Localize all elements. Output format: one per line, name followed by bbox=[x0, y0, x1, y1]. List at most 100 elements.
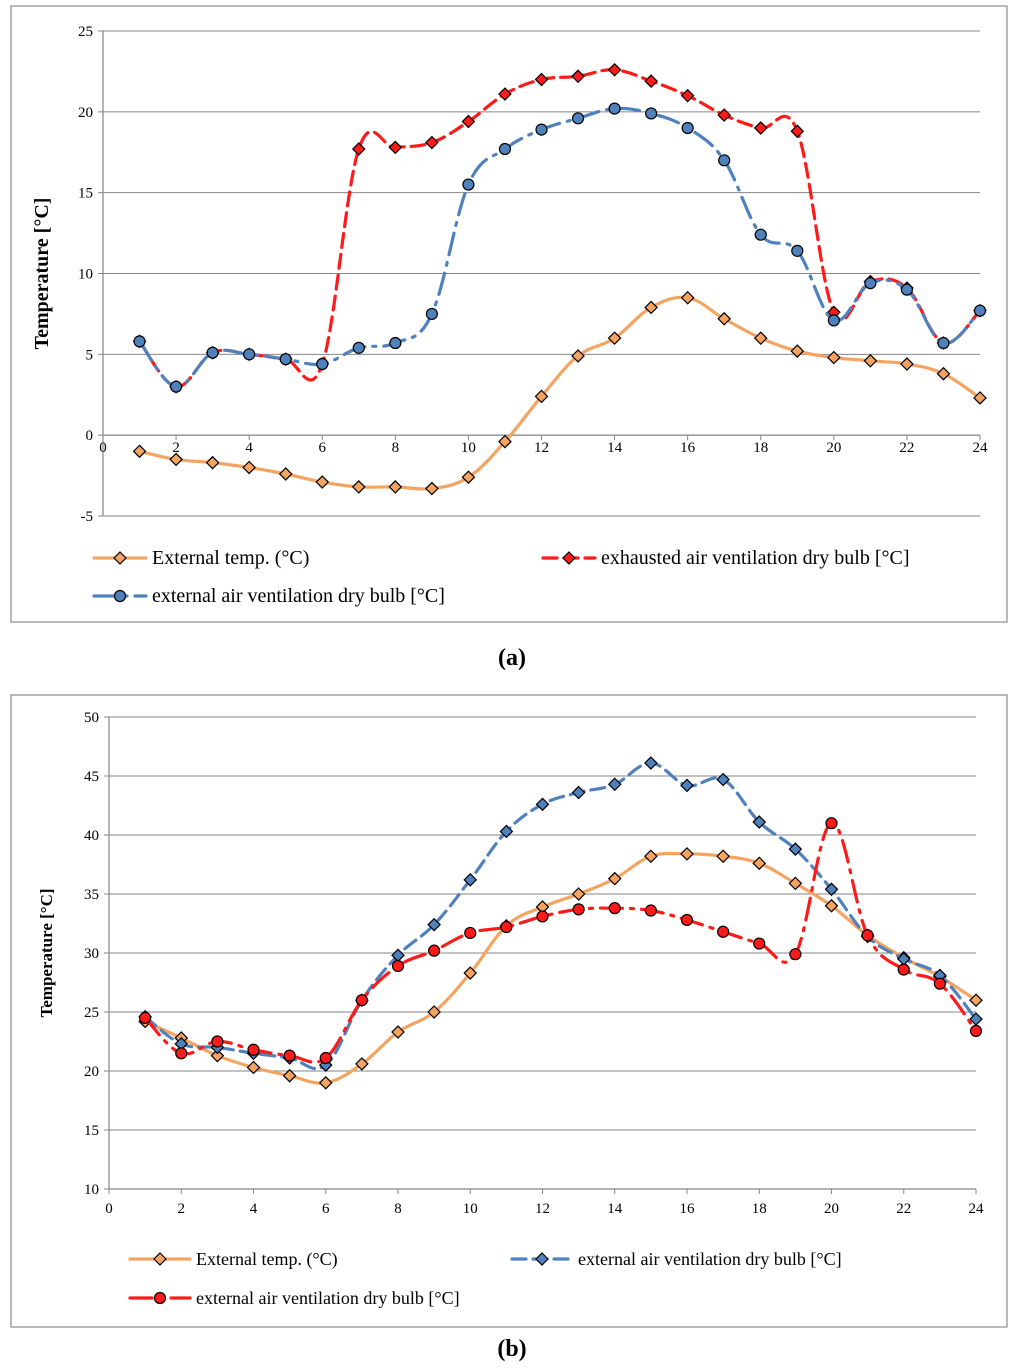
data-point bbox=[969, 993, 983, 1008]
data-point bbox=[316, 357, 329, 371]
y-tick-label: 50 bbox=[84, 710, 99, 726]
data-point bbox=[791, 244, 804, 257]
data-point bbox=[247, 1043, 260, 1056]
legend-entry: external air ventilation dry bulb [°C] bbox=[128, 1288, 460, 1308]
legend-marker bbox=[153, 1291, 167, 1305]
x-tick-label: 22 bbox=[896, 1201, 911, 1217]
data-point bbox=[175, 1047, 188, 1060]
data-point bbox=[352, 341, 365, 354]
data-point bbox=[500, 920, 513, 934]
data-point bbox=[243, 348, 256, 361]
data-point bbox=[753, 121, 768, 135]
data-point bbox=[571, 785, 586, 800]
legend-label: external air ventilation dry bulb [°C] bbox=[196, 1288, 460, 1308]
data-point bbox=[645, 107, 658, 120]
x-tick-label: 4 bbox=[245, 440, 253, 456]
data-point bbox=[536, 910, 549, 923]
data-point bbox=[824, 882, 839, 897]
data-point bbox=[463, 966, 478, 980]
data-point bbox=[461, 114, 476, 129]
legend-marker bbox=[153, 1252, 167, 1266]
data-point bbox=[790, 344, 805, 358]
data-point bbox=[716, 849, 730, 864]
data-point bbox=[861, 929, 874, 942]
data-point bbox=[752, 815, 767, 829]
x-tick-label: 16 bbox=[680, 1201, 696, 1217]
y-tick-label: 25 bbox=[84, 1005, 99, 1021]
legend-label: External temp. (°C) bbox=[196, 1249, 338, 1270]
data-point bbox=[319, 1051, 332, 1065]
data-point bbox=[169, 380, 183, 393]
data-point bbox=[607, 777, 622, 792]
data-point bbox=[534, 389, 549, 404]
legend-entry: external air ventilation dry bulb [°C] bbox=[92, 585, 445, 607]
x-tick-label: 24 bbox=[973, 440, 989, 456]
data-point bbox=[499, 824, 514, 839]
x-tick-label: 2 bbox=[172, 440, 180, 456]
data-point bbox=[278, 467, 293, 481]
data-point bbox=[464, 926, 477, 940]
x-tick-label: 12 bbox=[534, 440, 549, 456]
data-point bbox=[427, 917, 441, 932]
data-point bbox=[315, 475, 330, 489]
chart-frame bbox=[10, 5, 1008, 623]
data-point bbox=[463, 872, 478, 887]
series-3 bbox=[133, 102, 987, 393]
y-tick-label: 5 bbox=[86, 347, 94, 363]
data-point bbox=[242, 460, 257, 475]
data-point bbox=[425, 135, 439, 150]
data-point bbox=[825, 817, 838, 830]
data-point bbox=[206, 346, 219, 359]
data-point bbox=[607, 62, 622, 77]
data-point bbox=[608, 102, 621, 115]
data-point bbox=[680, 778, 694, 793]
data-point bbox=[388, 140, 403, 155]
y-tick-label: -5 bbox=[81, 509, 94, 525]
data-point bbox=[351, 480, 366, 494]
data-point bbox=[969, 1024, 983, 1037]
y-tick-label: 30 bbox=[84, 946, 99, 962]
legend-marker bbox=[535, 1252, 549, 1266]
legend-marker bbox=[113, 589, 127, 603]
x-tick-label: 18 bbox=[753, 440, 768, 456]
data-point bbox=[608, 902, 621, 915]
data-point bbox=[680, 88, 695, 103]
x-tick-label: 18 bbox=[752, 1201, 767, 1217]
data-point bbox=[752, 856, 767, 871]
legend-label: external air ventilation dry bulb [°C] bbox=[152, 585, 445, 607]
data-point bbox=[753, 937, 766, 950]
data-point bbox=[462, 178, 475, 191]
x-tick-label: 14 bbox=[607, 440, 623, 456]
y-axis-label: Temperature [°C] bbox=[37, 888, 56, 1017]
data-point bbox=[428, 944, 441, 957]
y-tick-label: 10 bbox=[84, 1182, 99, 1198]
y-tick-label: 25 bbox=[78, 24, 93, 40]
data-point bbox=[937, 336, 950, 350]
series-1 bbox=[132, 290, 987, 496]
data-point bbox=[718, 154, 731, 167]
data-point bbox=[571, 887, 586, 901]
x-tick-label: 20 bbox=[826, 440, 841, 456]
legend-marker bbox=[113, 551, 127, 565]
data-point bbox=[132, 444, 147, 459]
data-point bbox=[864, 277, 877, 290]
data-point bbox=[717, 311, 732, 326]
data-point bbox=[498, 142, 512, 156]
data-point bbox=[897, 963, 910, 976]
legend-entry: external air ventilation dry bulb [°C] bbox=[510, 1249, 842, 1269]
legend-label: external air ventilation dry bulb [°C] bbox=[578, 1249, 842, 1269]
data-point bbox=[571, 349, 585, 363]
data-point bbox=[571, 69, 585, 84]
x-tick-label: 22 bbox=[899, 440, 914, 456]
y-tick-label: 20 bbox=[84, 1064, 99, 1080]
y-tick-label: 0 bbox=[86, 428, 94, 444]
data-point bbox=[427, 1005, 441, 1019]
data-point bbox=[788, 842, 803, 857]
data-point bbox=[389, 336, 402, 350]
x-tick-label: 6 bbox=[322, 1201, 330, 1217]
data-point bbox=[498, 87, 512, 101]
y-tick-label: 10 bbox=[78, 267, 93, 283]
y-tick-label: 15 bbox=[78, 186, 93, 202]
data-point bbox=[133, 335, 146, 348]
